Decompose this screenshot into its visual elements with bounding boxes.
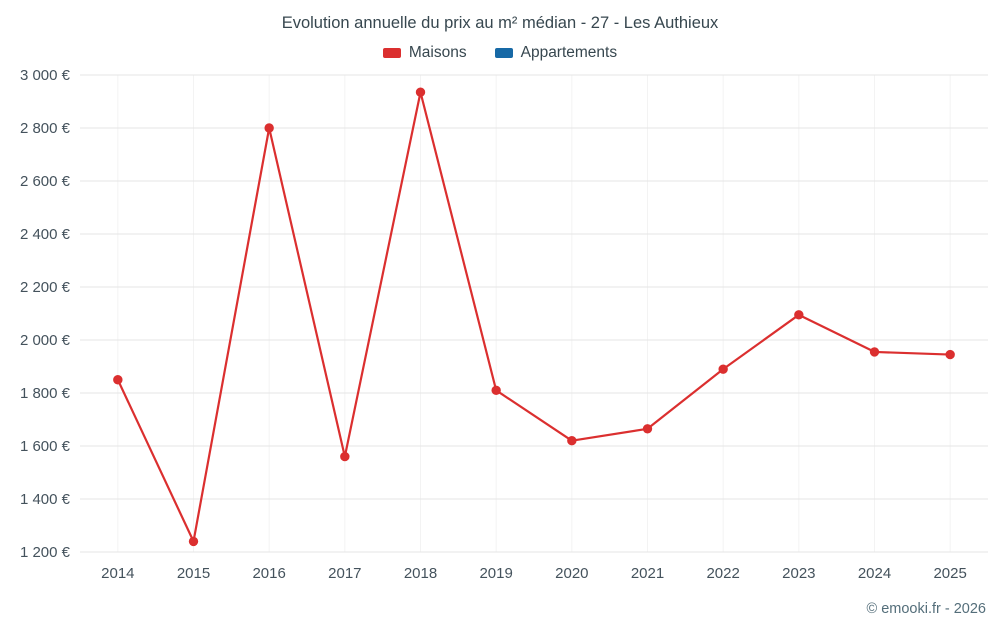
- legend-label-maisons: Maisons: [408, 44, 467, 61]
- y-axis-label: 3 000 €: [20, 67, 71, 84]
- data-point[interactable]: [718, 364, 728, 374]
- data-point[interactable]: [340, 451, 350, 462]
- x-axis-label: 2017: [328, 565, 361, 582]
- x-axis-label: 2016: [252, 565, 285, 582]
- x-axis-label: 2024: [858, 565, 891, 582]
- y-axis-label: 2 200 €: [20, 279, 71, 296]
- y-axis-label: 1 800 €: [20, 385, 71, 402]
- data-point[interactable]: [567, 436, 577, 446]
- data-point[interactable]: [188, 536, 199, 547]
- x-axis-label: 2020: [555, 565, 588, 582]
- x-axis-label: 2018: [404, 565, 437, 582]
- x-axis-label: 2025: [933, 565, 966, 582]
- data-point[interactable]: [491, 385, 501, 396]
- data-point[interactable]: [945, 349, 955, 360]
- data-point[interactable]: [264, 123, 274, 133]
- x-axis-label: 2019: [479, 565, 512, 582]
- y-axis-label: 2 800 €: [20, 120, 71, 137]
- y-axis-label: 2 400 €: [20, 226, 71, 243]
- appartements-swatch-icon: [494, 48, 513, 58]
- x-axis-label: 2014: [101, 565, 134, 582]
- data-point[interactable]: [113, 375, 123, 385]
- legend-item-appartements[interactable]: Appartements: [494, 44, 618, 62]
- data-point[interactable]: [415, 87, 426, 97]
- copyright: © emooki.fr - 2026: [866, 601, 986, 617]
- x-axis-label: 2015: [177, 565, 210, 582]
- legend-item-maisons[interactable]: Maisons: [382, 44, 467, 62]
- legend-label-appartements: Appartements: [520, 44, 618, 61]
- legend: Maisons Appartements: [0, 44, 1000, 62]
- maisons-swatch-icon: [382, 48, 401, 58]
- data-point[interactable]: [794, 310, 804, 320]
- data-point[interactable]: [642, 424, 653, 434]
- x-axis-label: 2023: [782, 565, 815, 582]
- x-axis-label: 2022: [706, 565, 739, 582]
- chart-title: Evolution annuelle du prix au m² médian …: [281, 14, 719, 32]
- y-axis-label: 1 400 €: [20, 491, 71, 508]
- y-axis-label: 2 600 €: [20, 173, 71, 190]
- y-axis-label: 2 000 €: [20, 332, 71, 349]
- y-axis-label: 1 600 €: [20, 438, 71, 455]
- x-axis-label: 2021: [631, 565, 664, 582]
- data-point[interactable]: [869, 347, 880, 357]
- series-line-maisons: [116, 91, 952, 543]
- y-axis-label: 1 200 €: [20, 544, 71, 561]
